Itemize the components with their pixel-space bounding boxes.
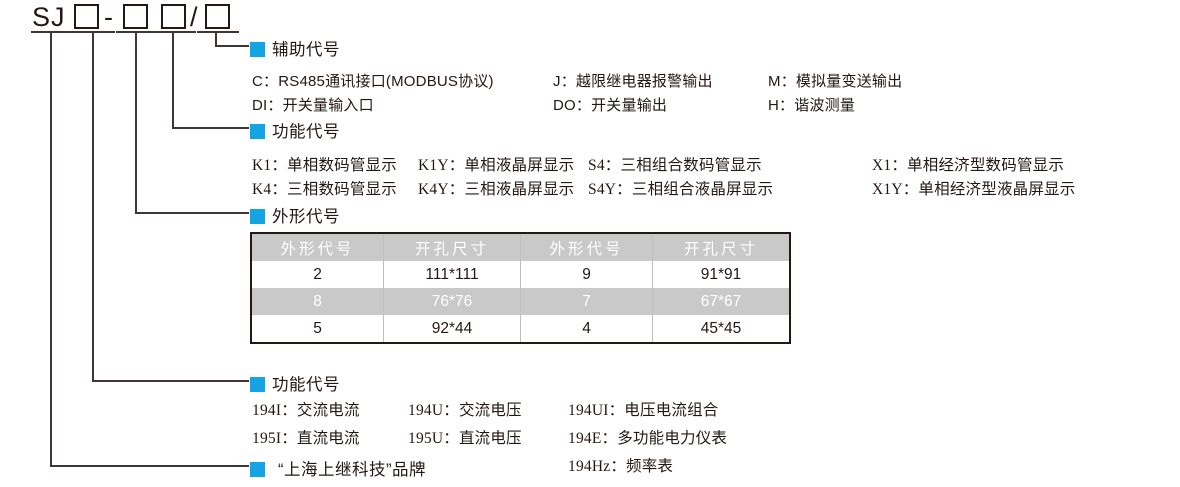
blue-square-icon [250, 462, 265, 477]
shape-code-table-wrapper: 外形代号 开孔尺寸 外形代号 开孔尺寸 2 111*111 9 91*91 8 … [250, 232, 791, 344]
section-heading-shape: 外形代号 [250, 203, 340, 227]
aux-option-h: H：谐波测量 [768, 97, 856, 114]
aux-option-do: DO：开关量输出 [553, 97, 668, 114]
table-cell: 76*76 [383, 288, 521, 315]
table-cell: 8 [251, 288, 384, 315]
table-header-cell-2: 外形代号 [520, 233, 653, 261]
display-option-k1y: K1Y：单相液晶屏显示 [418, 157, 575, 174]
section-heading-function-display: 功能代号 [250, 118, 340, 142]
section-title-auxiliary: 辅助代号 [272, 41, 340, 59]
display-option-s4y: S4Y：三相组合液晶屏显示 [588, 181, 774, 198]
blue-square-icon [250, 377, 265, 392]
type-option-194ui: 194UI：电压电流组合 [568, 402, 719, 419]
table-header-row: 外形代号 开孔尺寸 外形代号 开孔尺寸 [251, 233, 790, 261]
model-code-row: SJ - / [0, 0, 1180, 36]
table-cell: 9 [520, 261, 653, 288]
table-header-cell-1: 开孔尺寸 [383, 233, 521, 261]
type-option-194hz: 194Hz：频率表 [568, 458, 674, 475]
type-option-194u: 194U：交流电压 [408, 402, 522, 419]
type-option-194e: 194E：多功能电力仪表 [568, 430, 728, 447]
model-code-box-1[interactable] [74, 4, 99, 29]
aux-option-j: J：越限继电器报警输出 [553, 73, 713, 90]
section-heading-auxiliary: 辅助代号 [250, 36, 340, 60]
table-cell: 2 [251, 261, 384, 288]
blue-square-icon [250, 209, 265, 224]
model-code-box-3[interactable] [161, 4, 186, 29]
display-option-k4y: K4Y：三相液晶屏显示 [418, 181, 575, 198]
table-cell: 7 [520, 288, 653, 315]
display-option-x1y: X1Y：单相经济型液晶屏显示 [872, 181, 1076, 198]
type-option-194i: 194I：交流电流 [252, 402, 360, 419]
blue-square-icon [250, 42, 265, 57]
table-cell: 4 [520, 315, 653, 343]
model-code-prefix: SJ [32, 2, 66, 32]
table-header-cell-0: 外形代号 [251, 233, 384, 261]
model-code-slash: / [190, 2, 199, 32]
model-code-dash: - [104, 2, 114, 32]
table-cell: 45*45 [652, 315, 790, 343]
table-row: 2 111*111 9 91*91 [251, 261, 790, 288]
shape-code-table: 外形代号 开孔尺寸 外形代号 开孔尺寸 2 111*111 9 91*91 8 … [250, 232, 791, 344]
type-option-195u: 195U：直流电压 [408, 430, 522, 447]
section-heading-brand: “上海上继科技”品牌 [250, 456, 426, 480]
model-code-box-2[interactable] [123, 4, 148, 29]
display-option-k1: K1：单相数码管显示 [252, 157, 397, 174]
section-title-function-type: 功能代号 [272, 376, 340, 394]
section-title-brand: “上海上继科技”品牌 [278, 461, 426, 479]
table-cell: 67*67 [652, 288, 790, 315]
table-header-cell-3: 开孔尺寸 [652, 233, 790, 261]
aux-option-c: C：RS485通讯接口(MODBUS协议) [252, 73, 494, 90]
aux-option-di: DI：开关量输入口 [252, 97, 374, 114]
display-option-s4: S4：三相组合数码管显示 [588, 157, 762, 174]
blue-square-icon [250, 124, 265, 139]
aux-option-m: M：模拟量变送输出 [768, 73, 903, 90]
section-title-function-display: 功能代号 [272, 123, 340, 141]
display-option-x1: X1：单相经济型数码管显示 [872, 157, 1065, 174]
table-cell: 91*91 [652, 261, 790, 288]
table-row: 8 76*76 7 67*67 [251, 288, 790, 315]
type-option-195i: 195I：直流电流 [252, 430, 360, 447]
section-heading-function-type: 功能代号 [250, 371, 340, 395]
model-code-box-4[interactable] [205, 4, 230, 29]
section-title-shape: 外形代号 [272, 208, 340, 226]
table-cell: 92*44 [383, 315, 521, 343]
table-cell: 5 [251, 315, 384, 343]
display-option-k4: K4：三相数码管显示 [252, 181, 397, 198]
table-cell: 111*111 [383, 261, 521, 288]
table-row: 5 92*44 4 45*45 [251, 315, 790, 343]
